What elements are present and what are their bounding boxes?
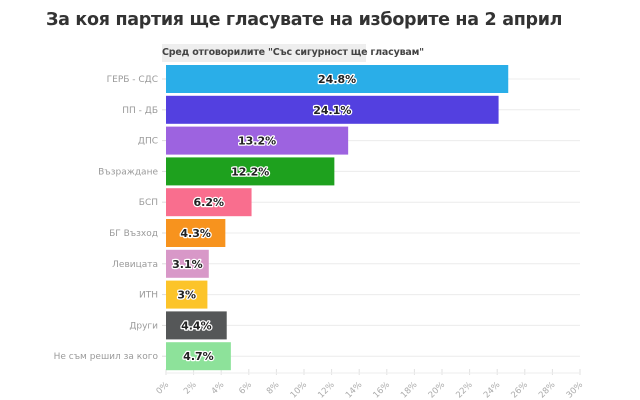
value-label: 4.3% [180, 227, 211, 240]
x-tick-label: 30% [565, 380, 585, 400]
value-label: 24.1% [313, 104, 351, 117]
value-label: 3.1% [172, 258, 203, 271]
x-tick-label: 0% [155, 380, 172, 397]
bar [166, 95, 499, 124]
value-label: 24.8% [318, 73, 356, 86]
bar [166, 157, 335, 186]
category-label: ДПС [138, 137, 158, 147]
x-tick-label: 12% [316, 380, 336, 400]
bar [166, 311, 227, 340]
value-label: 6.2% [194, 196, 225, 209]
x-tick-label: 8% [265, 380, 282, 397]
bar [166, 65, 509, 93]
category-label: Възраждане [98, 167, 158, 177]
x-tick-label: 10% [289, 380, 309, 400]
bar [166, 188, 252, 217]
value-label: 4.7% [183, 350, 214, 363]
category-label: БСП [139, 198, 158, 208]
x-tick-label: 28% [537, 380, 557, 400]
bar [166, 342, 231, 371]
bar [166, 280, 208, 309]
x-tick-label: 4% [210, 380, 227, 397]
value-label: 3% [177, 289, 196, 302]
category-label: Не съм решил за кого [54, 352, 159, 362]
category-label: ПП - ДБ [122, 106, 158, 116]
category-label: ГЕРБ - СДС [107, 75, 158, 85]
bar [166, 249, 209, 278]
category-label: Други [129, 321, 158, 331]
x-tick-label: 16% [371, 380, 391, 400]
bar [166, 219, 226, 247]
value-label: 13.2% [238, 135, 276, 148]
x-tick-label: 2% [182, 380, 199, 397]
category-label: Левицата [112, 260, 158, 270]
bar [166, 126, 349, 155]
category-label: БГ Възход [109, 229, 158, 239]
x-tick-label: 18% [399, 380, 419, 400]
x-tick-label: 24% [482, 380, 502, 400]
chart-subtitle: Сред отговорилите "Със сигурност ще глас… [162, 44, 424, 62]
x-tick-label: 22% [454, 380, 474, 400]
x-tick-label: 14% [344, 380, 364, 400]
x-tick-label: 20% [427, 380, 447, 400]
x-tick-label: 6% [237, 380, 254, 397]
value-label: 4.4% [181, 319, 212, 332]
x-tick-label: 26% [509, 380, 529, 400]
value-label: 12.2% [231, 165, 269, 178]
chart-title: За коя партия ще гласувате на изборите н… [46, 10, 563, 30]
category-label: ИТН [139, 291, 158, 301]
